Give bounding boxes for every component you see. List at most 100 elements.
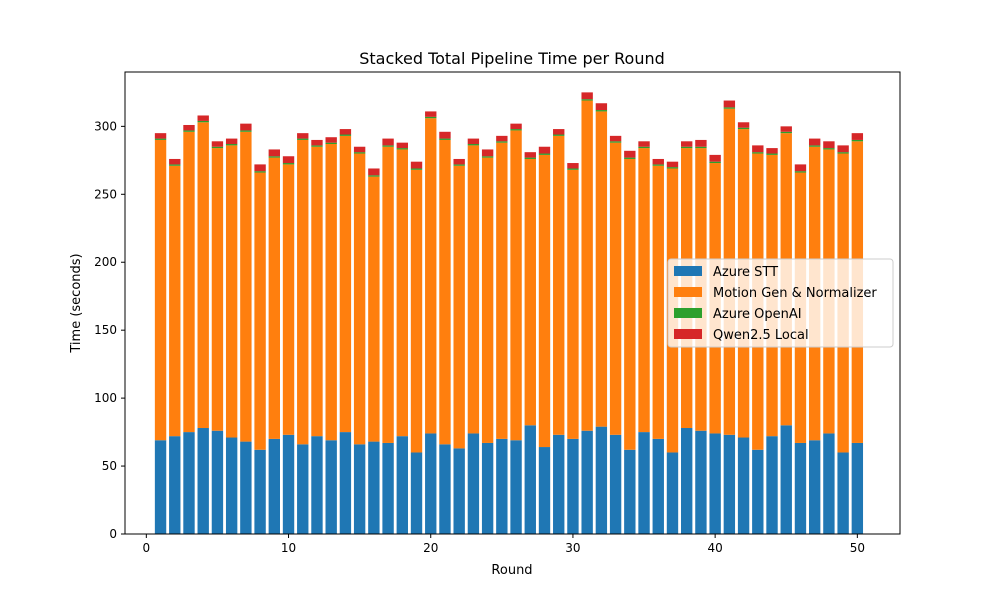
bars-group [154, 92, 864, 534]
bar-round-43-series-2 [752, 152, 764, 154]
bar-round-26-series-2 [510, 129, 522, 131]
bar-round-18-series-0 [396, 436, 408, 534]
bar-round-18-series-1 [396, 149, 408, 437]
bar-round-24-series-2 [481, 156, 494, 158]
bar-round-45-series-0 [780, 425, 792, 534]
bar-round-13-series-3 [325, 137, 337, 143]
bar-round-23-series-2 [467, 144, 480, 146]
bar-round-13-series-1 [325, 144, 337, 441]
bar-round-7-series-2 [240, 130, 252, 132]
bar-round-15-series-1 [353, 153, 366, 445]
bar-round-20-series-3 [425, 111, 437, 117]
bar-round-37-series-0 [666, 452, 679, 534]
bar-round-9-series-2 [268, 156, 280, 158]
bar-round-13-series-0 [325, 440, 337, 534]
bar-round-50-series-0 [851, 442, 864, 534]
bar-round-31-series-1 [581, 100, 593, 431]
bar-round-7-series-3 [240, 123, 252, 131]
bar-round-35-series-2 [638, 146, 650, 149]
y-axis-label: Time (seconds) [69, 253, 84, 353]
bar-round-33-series-3 [609, 135, 622, 142]
bar-round-27-series-2 [524, 157, 536, 159]
bar-round-36-series-1 [652, 165, 664, 439]
bar-round-38-series-3 [681, 141, 693, 147]
legend-swatch [674, 329, 702, 339]
bar-round-37-series-3 [666, 161, 679, 168]
x-tick-label: 20 [423, 541, 438, 555]
bar-round-15-series-2 [353, 152, 366, 154]
bar-round-24-series-3 [481, 149, 494, 157]
bar-round-38-series-2 [681, 146, 693, 149]
bar-round-32-series-3 [595, 103, 608, 111]
bar-round-42-series-3 [737, 122, 750, 128]
legend-entry: Azure OpenAI [713, 307, 802, 322]
bar-round-40-series-0 [709, 433, 721, 534]
bar-round-35-series-3 [638, 141, 650, 147]
bar-round-14-series-2 [339, 134, 352, 136]
bar-round-48-series-3 [823, 141, 835, 149]
bar-round-22-series-3 [453, 158, 465, 165]
bar-round-27-series-1 [524, 158, 536, 426]
bar-round-20-series-0 [425, 433, 437, 534]
bar-round-33-series-1 [609, 142, 622, 435]
bar-round-43-series-3 [752, 145, 764, 153]
x-tick-label: 50 [850, 541, 865, 555]
bar-round-17-series-2 [382, 145, 394, 147]
bar-round-45-series-3 [780, 126, 792, 132]
bar-round-11-series-0 [297, 444, 309, 534]
bar-round-13-series-2 [325, 142, 337, 145]
bar-round-39-series-3 [695, 139, 707, 147]
bar-round-46-series-3 [794, 164, 807, 172]
bar-round-21-series-2 [439, 138, 451, 140]
bar-round-32-series-0 [595, 426, 608, 534]
bar-round-7-series-0 [240, 441, 252, 534]
y-tick-label: 50 [102, 459, 117, 473]
bar-round-9-series-0 [268, 438, 280, 534]
bar-round-46-series-2 [794, 171, 807, 173]
bar-round-2-series-1 [169, 165, 181, 437]
bar-round-14-series-3 [339, 129, 352, 135]
bar-round-9-series-1 [268, 157, 280, 439]
bar-round-34-series-2 [624, 157, 636, 159]
bar-round-30-series-2 [567, 168, 579, 170]
bar-round-1-series-2 [154, 138, 167, 140]
bar-round-11-series-2 [297, 138, 309, 140]
bar-round-36-series-2 [652, 164, 664, 166]
bar-round-6-series-2 [225, 144, 238, 146]
x-axis: 0 10 20 30 40 50 [143, 534, 865, 555]
bar-round-21-series-1 [439, 139, 451, 445]
y-tick-label: 200 [94, 255, 117, 269]
bar-round-6-series-1 [225, 145, 238, 438]
bar-round-22-series-1 [453, 165, 465, 449]
bar-round-36-series-0 [652, 438, 664, 534]
bar-round-50-series-2 [851, 139, 864, 142]
bar-round-14-series-1 [339, 135, 352, 433]
bar-round-16-series-2 [368, 175, 380, 177]
chart-title: Stacked Total Pipeline Time per Round [359, 49, 665, 68]
x-tick-label: 40 [707, 541, 722, 555]
bar-round-42-series-0 [737, 437, 750, 534]
bar-round-20-series-2 [425, 116, 437, 119]
bar-round-17-series-1 [382, 146, 394, 443]
bar-round-19-series-1 [410, 169, 423, 453]
bar-round-4-series-2 [197, 120, 209, 123]
bar-round-12-series-3 [311, 139, 323, 146]
bar-round-32-series-2 [595, 110, 608, 112]
bar-round-24-series-1 [481, 157, 494, 443]
bar-round-18-series-3 [396, 142, 408, 149]
bar-round-12-series-2 [311, 145, 323, 147]
bar-round-50-series-3 [851, 133, 864, 140]
bar-round-21-series-3 [439, 131, 451, 139]
bar-round-47-series-3 [808, 138, 821, 146]
bar-round-43-series-0 [752, 449, 764, 534]
bar-round-27-series-0 [524, 425, 536, 534]
y-tick-label: 150 [94, 323, 117, 337]
x-tick-label: 30 [565, 541, 580, 555]
bar-round-30-series-3 [567, 163, 579, 169]
bar-round-2-series-3 [169, 158, 181, 165]
bar-round-16-series-0 [368, 441, 380, 534]
bar-round-48-series-0 [823, 433, 835, 534]
bar-round-22-series-0 [453, 448, 465, 534]
bar-round-33-series-0 [609, 434, 622, 534]
